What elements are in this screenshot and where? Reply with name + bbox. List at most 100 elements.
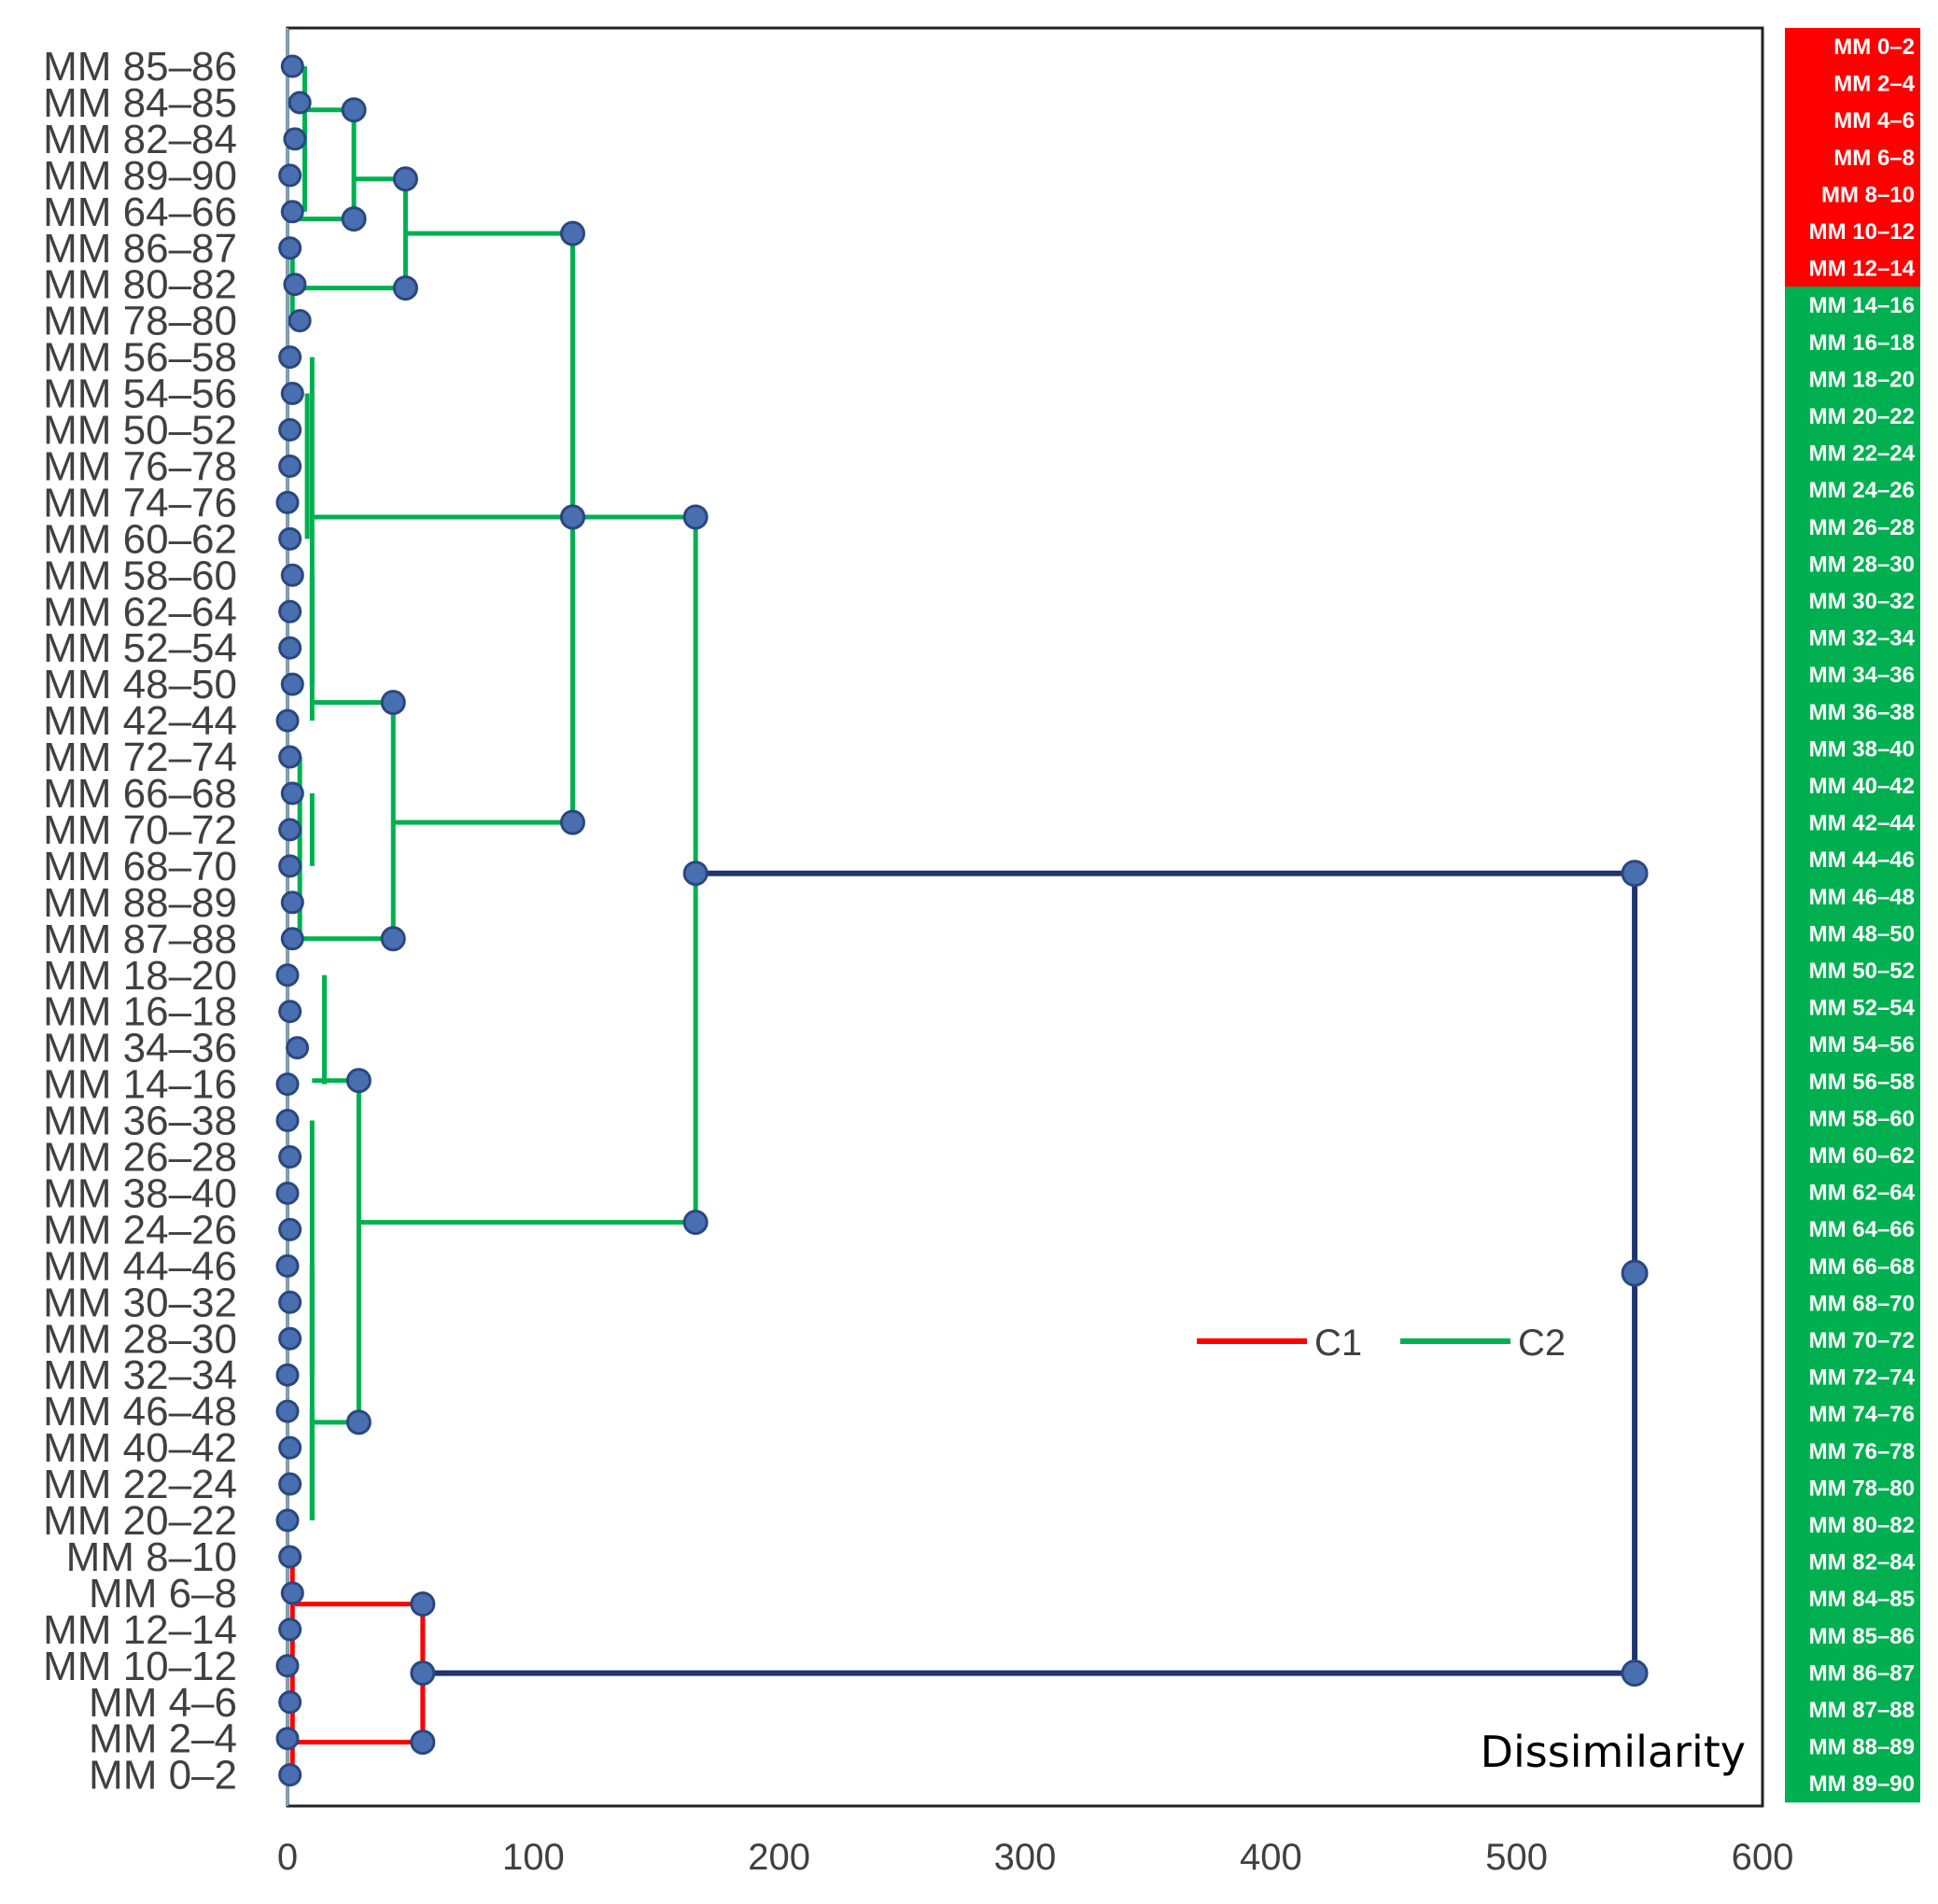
group-strip-label: MM 8–10 (1821, 182, 1915, 207)
group-strip-label: MM 72–74 (1809, 1365, 1916, 1391)
leaf-node (278, 636, 302, 660)
leaf-label: MM 48–50 (43, 662, 237, 707)
root-node (1621, 1659, 1649, 1687)
merge-node (345, 1409, 372, 1435)
leaf-node (286, 1036, 310, 1060)
leaf-label: MM 89–90 (43, 153, 237, 199)
leaf-node (275, 1253, 300, 1278)
group-strip-label: MM 32–34 (1809, 626, 1916, 651)
group-strip-label: MM 18–20 (1809, 367, 1915, 392)
group-strip-label: MM 70–72 (1809, 1328, 1915, 1353)
group-strip-cell (1785, 102, 1920, 140)
group-strip-cell (1785, 1728, 1920, 1766)
leaf-label: MM 36–38 (43, 1099, 237, 1144)
group-strip-cell (1785, 175, 1920, 214)
group-strip-label: MM 28–30 (1809, 552, 1915, 577)
link-c2 (312, 231, 575, 520)
group-strip-label: MM 34–36 (1809, 663, 1915, 688)
leaf-label: MM 85–86 (43, 44, 237, 90)
leaf-node (288, 309, 312, 333)
x-tick-label: 300 (994, 1837, 1057, 1878)
merge-node (392, 275, 418, 301)
merge-node (682, 504, 709, 530)
group-strip-cell (1785, 1026, 1920, 1064)
group-strip-label: MM 48–50 (1809, 921, 1915, 946)
link-c2 (393, 516, 575, 825)
merge-node (345, 1068, 372, 1094)
group-strip-cell (1785, 398, 1920, 436)
group-strip-label: MM 89–90 (1809, 1771, 1915, 1797)
group-strip-cell (1785, 1173, 1920, 1211)
group-strip-cell (1785, 1469, 1920, 1507)
leaf-node (275, 1727, 300, 1751)
group-strip-cell (1785, 877, 1920, 916)
merge-node (559, 809, 585, 835)
group-strip-cell (1785, 360, 1920, 399)
group-strip-label: MM 50–52 (1809, 959, 1915, 984)
leaf-label: MM 42–44 (43, 698, 237, 744)
group-strip-cell (1785, 1654, 1920, 1692)
group-strip-label: MM 6–8 (1833, 146, 1915, 171)
leaf-node (278, 526, 302, 551)
leaf-label: MM 56–58 (43, 335, 237, 381)
leaf-label: MM 34–36 (43, 1026, 237, 1071)
x-tick-label: 0 (277, 1837, 298, 1878)
x-tick-label: 500 (1485, 1837, 1548, 1878)
leaf-label: MM 6–8 (89, 1571, 237, 1617)
leaf-label: MM 88–89 (43, 880, 237, 926)
leaf-node (280, 672, 304, 696)
merge-node (410, 1729, 436, 1756)
merge-node (380, 926, 406, 952)
link-c2 (297, 176, 408, 291)
leaf-label: MM 70–72 (43, 807, 237, 853)
leaf-label: MM 30–32 (43, 1280, 237, 1325)
leaf-label: MM 86–87 (43, 226, 237, 272)
group-strip-label: MM 12–14 (1809, 257, 1916, 282)
group-strip-cell (1785, 767, 1920, 805)
leaf-label: MM 16–18 (43, 989, 237, 1035)
leaf-node (278, 1000, 302, 1024)
group-strip-cell (1785, 1580, 1920, 1618)
leaf-label: MM 46–48 (43, 1389, 237, 1435)
group-strip-label: MM 85–86 (1809, 1624, 1915, 1649)
group-strip-label: MM 56–58 (1809, 1070, 1915, 1095)
group-strip-label: MM 62–64 (1809, 1181, 1916, 1206)
x-axis-title: Dissimilarity (1481, 1727, 1746, 1777)
group-strip-cell (1785, 582, 1920, 621)
leaf-node (278, 1617, 302, 1642)
merge-node (341, 97, 367, 123)
leaf-node (275, 1508, 300, 1533)
leaf-label: MM 44–46 (43, 1243, 237, 1289)
group-strip-label: MM 20–22 (1809, 404, 1915, 429)
leaf-node (278, 1435, 302, 1460)
link-c1 (289, 1602, 426, 1745)
merge-node (559, 220, 585, 246)
leaf-label: MM 72–74 (43, 735, 237, 780)
group-strip-label: MM 78–80 (1809, 1476, 1915, 1501)
group-strip-label: MM 54–56 (1809, 1032, 1915, 1057)
group-strip-label: MM 22–24 (1809, 441, 1916, 467)
group-strip-label: MM 44–46 (1809, 847, 1915, 873)
leaf-node (275, 1654, 300, 1678)
plot-frame (286, 26, 1764, 1808)
group-strip-cell (1785, 434, 1920, 472)
leaf-label: MM 12–14 (43, 1607, 237, 1653)
group-strip-cell (1785, 138, 1920, 176)
group-strip-cell (1785, 952, 1920, 990)
leaf-node (278, 1690, 302, 1715)
leaf-label: MM 76–78 (43, 443, 237, 489)
leaf-label: MM 87–88 (43, 917, 237, 962)
leaf-label: MM 84–85 (43, 80, 237, 126)
group-strip-label: MM 38–40 (1809, 736, 1915, 762)
group-strip-cell (1785, 1506, 1920, 1545)
leaf-label: MM 4–6 (89, 1680, 237, 1726)
leaf-label: MM 50–52 (43, 408, 237, 454)
x-tick-label: 600 (1732, 1837, 1794, 1878)
merge-node (410, 1591, 436, 1617)
x-tick-label: 400 (1240, 1837, 1302, 1878)
leaf-node (278, 1217, 302, 1241)
leaf-label: MM 60–62 (43, 516, 237, 562)
leaf-node (278, 1763, 302, 1787)
leaf-node (280, 382, 304, 406)
